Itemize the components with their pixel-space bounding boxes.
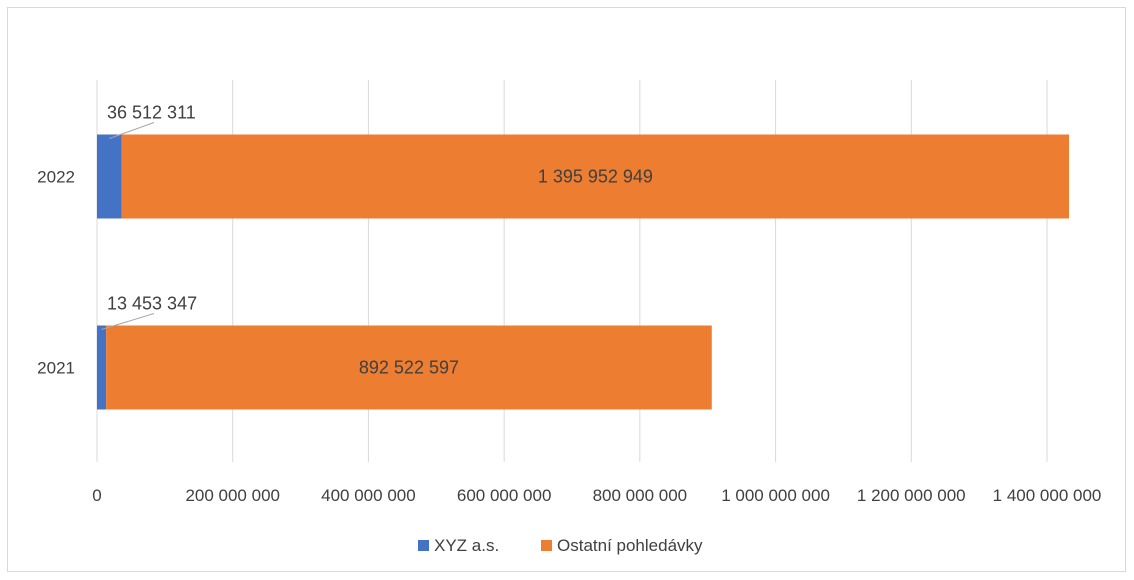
bars (97, 134, 1070, 410)
x-tick-label-1: 200 000 000 (185, 486, 280, 505)
x-tick-label-0: 0 (92, 486, 101, 505)
data-label-ostatni-2021: 892 522 597 (359, 358, 459, 378)
x-tick-label-2: 400 000 000 (321, 486, 416, 505)
x-tick-label-3: 600 000 000 (457, 486, 552, 505)
data-label-ostatni-2022: 1 395 952 949 (538, 167, 653, 187)
category-label-2021: 2021 (37, 359, 75, 378)
data-labels: 36 512 311 1 395 952 949 13 453 347 892 522… (107, 103, 653, 378)
bar-ostatni-2022 (121, 134, 1070, 219)
legend-swatch-1 (541, 540, 552, 551)
x-tick-label-7: 1 400 000 000 (993, 486, 1102, 505)
leader-line-2022 (109, 122, 155, 139)
bar-ostatni-2021 (106, 325, 712, 410)
x-tick-label-4: 800 000 000 (593, 486, 688, 505)
data-label-xyz-2021: 13 453 347 (107, 294, 197, 314)
x-tick-label-6: 1 200 000 000 (857, 486, 966, 505)
leader-lines (101, 122, 155, 330)
chart-frame (7, 7, 1126, 572)
x-tick-labels: 0 200 000 000 400 000 000 600 000 000 800 00… (92, 486, 1101, 505)
bar-xyz-2021 (97, 325, 107, 410)
legend-label-0: XYZ a.s. (434, 536, 499, 555)
legend-swatch-0 (418, 540, 429, 551)
category-labels: 2022 2021 (37, 168, 75, 378)
x-tick-label-5: 1 000 000 000 (721, 486, 830, 505)
category-label-2022: 2022 (37, 168, 75, 187)
legend: XYZ a.s. Ostatní pohledávky (418, 536, 703, 555)
legend-label-1: Ostatní pohledávky (557, 536, 703, 555)
leader-line-2021 (101, 313, 155, 330)
data-label-xyz-2022: 36 512 311 (107, 103, 196, 123)
bar-xyz-2022 (97, 134, 122, 219)
